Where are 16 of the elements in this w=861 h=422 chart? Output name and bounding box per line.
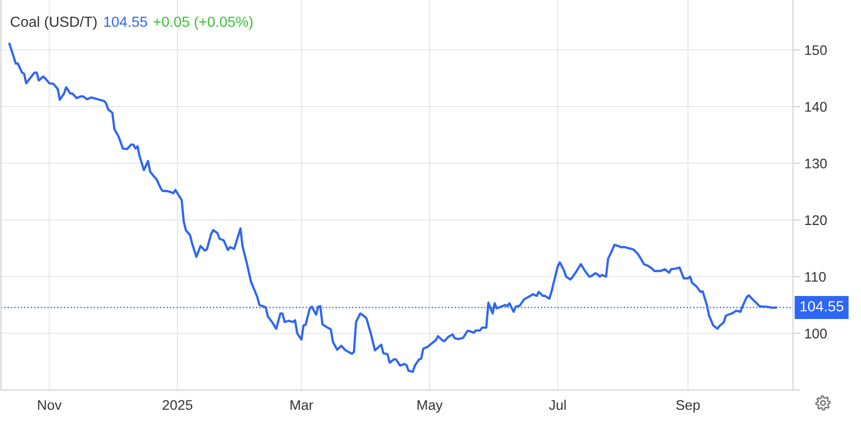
ref-line-label: 104.55 [800,301,844,312]
x-tick-label: Nov [38,400,62,410]
y-tick-label: 100 [805,328,827,338]
y-tick-label: 110 [805,272,826,282]
x-tick-label: Mar [290,400,314,410]
y-tick-label: 120 [805,215,827,226]
x-tick-label: 2025 [162,400,192,410]
text: Coal (USD/T) [10,16,97,30]
annotation: +0.05 (+0.05%) [154,16,252,30]
y-tick-label: 150 [805,45,827,56]
y-tick-label: 130 [805,158,827,168]
x-tick-label: Jul [549,400,566,410]
annotation: 104.55 [104,16,148,27]
y-tick-label: 140 [805,102,827,112]
x-tick-label: Sep [676,400,700,413]
x-tick-label: May [418,400,443,413]
